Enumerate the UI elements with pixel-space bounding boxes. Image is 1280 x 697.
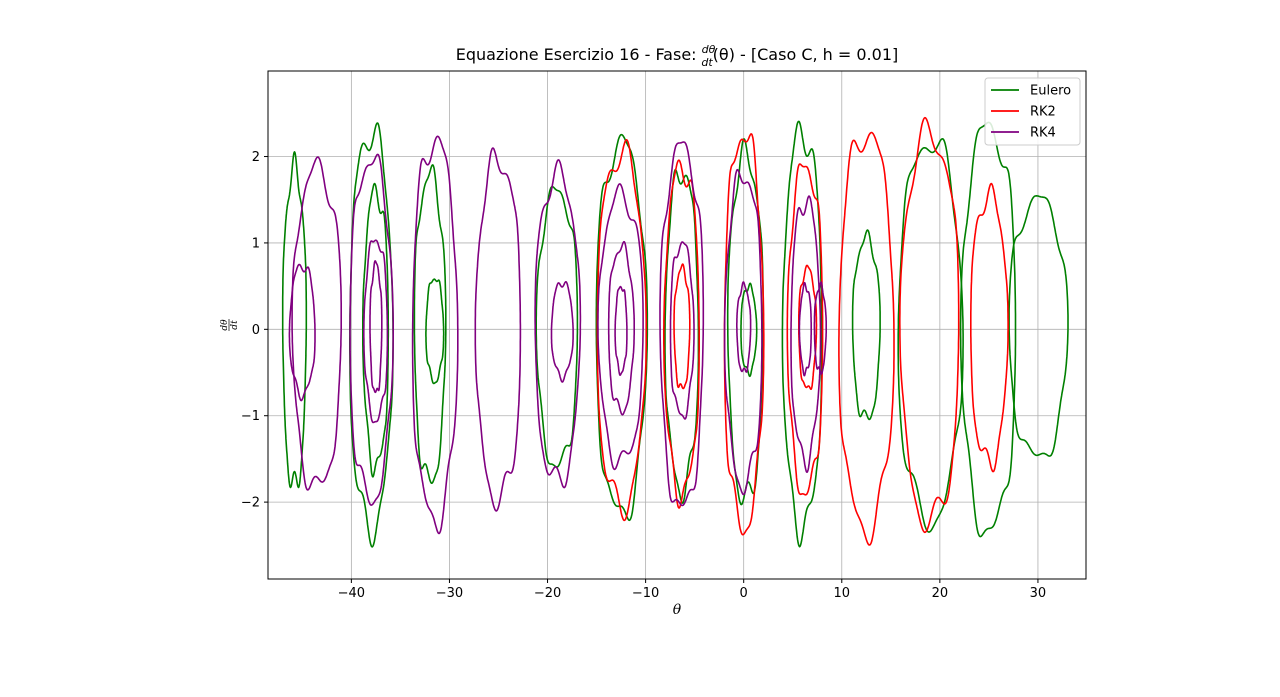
series-line [281, 151, 308, 489]
y-tick-label: 2 [252, 150, 260, 165]
y-tick-label: 0 [252, 323, 260, 338]
series-line [1008, 195, 1069, 457]
series-line [288, 263, 316, 402]
y-gridlines [268, 156, 1086, 503]
series-line [369, 260, 383, 394]
x-axis-label: θ [673, 602, 682, 618]
series-line [851, 229, 881, 421]
series-line [673, 263, 691, 390]
y-tick-label: −2 [241, 496, 260, 511]
series-line [781, 120, 823, 548]
y-label-den: dt [230, 320, 240, 330]
series-layer [281, 116, 1069, 548]
series-line [607, 240, 635, 416]
x-tick-label: 30 [1030, 586, 1047, 601]
series-rk2 [596, 116, 1009, 546]
x-axis-ticks: −40 −30 −20 −10 0 10 20 30 [338, 579, 1047, 601]
series-rk4 [288, 135, 827, 535]
plot-frame [267, 70, 1087, 580]
series-line [413, 164, 447, 484]
series-line [595, 133, 649, 522]
x-tick-label: 10 [834, 586, 851, 601]
series-line [291, 156, 342, 491]
legend-box [984, 77, 1081, 146]
y-axis-label: dθ dt [220, 319, 240, 331]
series-line [899, 116, 960, 534]
series-line [970, 182, 1009, 473]
title-prefix: Equazione Esercizio 16 - Fase: [456, 45, 702, 64]
series-line [411, 135, 459, 535]
title-suffix: - [Caso C, h = 0.01] [735, 45, 898, 64]
series-line [813, 281, 827, 375]
series-line [663, 159, 700, 509]
series-line [597, 183, 644, 471]
y-axis-ticks: −2 −1 0 1 2 [241, 150, 268, 511]
chart-title: Equazione Esercizio 16 - Fase: dθ dt(θ) -… [456, 43, 899, 69]
legend: Eulero RK2 RK4 [984, 77, 1081, 146]
legend-entry: RK4 [1030, 126, 1056, 141]
series-line [740, 282, 758, 378]
series-line [534, 159, 582, 489]
legend-entry: RK2 [1030, 105, 1056, 120]
series-line [614, 285, 628, 376]
x-tick-label: −10 [632, 586, 659, 601]
series-line [659, 141, 705, 507]
series-line [736, 281, 752, 373]
x-gridlines [350, 71, 1039, 579]
legend-entry: Eulero [1030, 84, 1071, 99]
y-label-num: dθ [220, 319, 230, 331]
series-line [798, 281, 812, 377]
series-line [362, 182, 390, 478]
series-line [959, 121, 1017, 538]
x-tick-label: 20 [932, 586, 949, 601]
series-line [474, 147, 522, 512]
series-line [349, 153, 394, 506]
x-tick-label: −20 [534, 586, 561, 601]
series-line [897, 138, 964, 533]
x-tick-label: −40 [338, 586, 365, 601]
series-line [664, 168, 700, 504]
series-line [425, 278, 445, 385]
x-tick-label: −30 [436, 586, 463, 601]
x-tick-label: 0 [740, 586, 748, 601]
series-line [786, 163, 824, 496]
series-line [790, 195, 822, 473]
y-tick-label: −1 [241, 409, 260, 424]
series-line [535, 185, 579, 468]
series-line [550, 281, 574, 383]
title-frac-den: dt [701, 56, 713, 69]
series-line [363, 239, 389, 424]
y-tick-label: 1 [252, 236, 260, 251]
title-arg: (θ) [713, 45, 735, 64]
series-line [723, 168, 763, 496]
series-line [669, 241, 695, 420]
title-frac-num: dθ [702, 43, 716, 56]
series-line [838, 131, 895, 546]
